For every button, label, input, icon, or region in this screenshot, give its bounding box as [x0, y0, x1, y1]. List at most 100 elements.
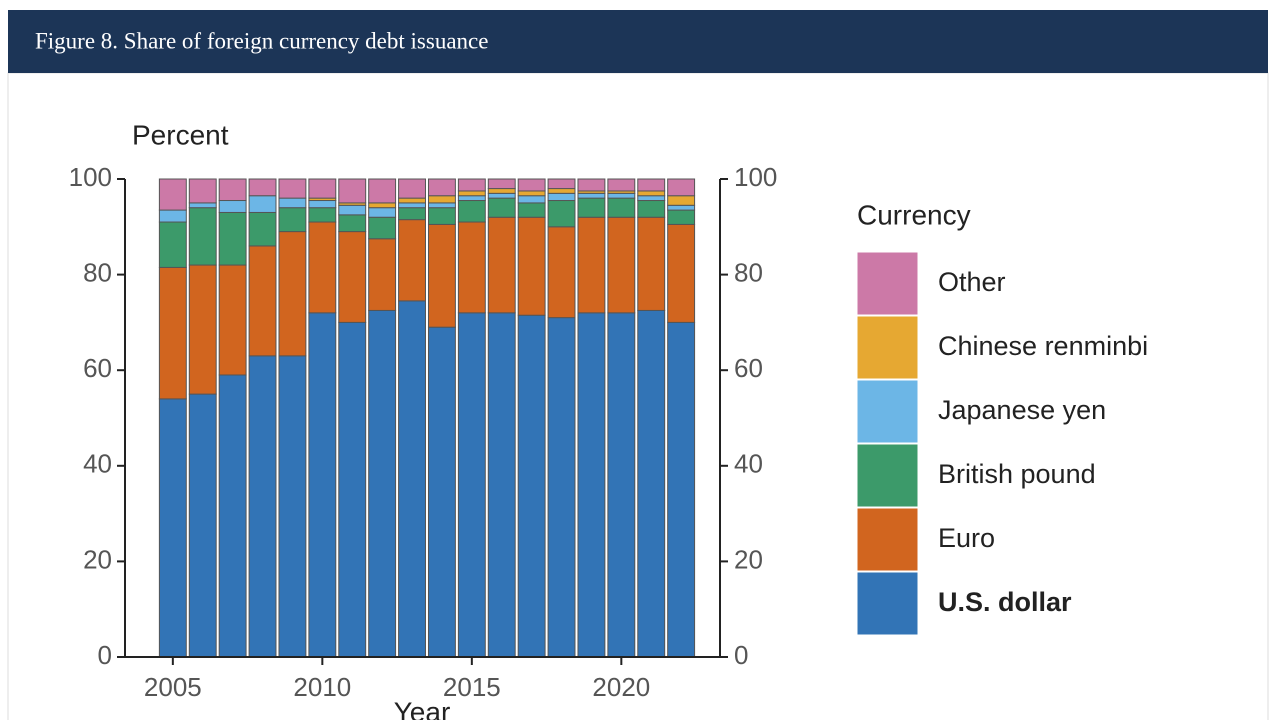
- bar-segment: [188, 264, 217, 395]
- legend-label: U.S. dollar: [938, 587, 1072, 617]
- bar-segment: [577, 312, 606, 658]
- bar-segment: [667, 204, 696, 211]
- y-tick-label: 40: [83, 449, 112, 479]
- bar-segment: [607, 216, 636, 314]
- bar-segment: [637, 178, 666, 192]
- x-tick-label: 2015: [443, 672, 501, 702]
- bar-segment: [457, 312, 486, 658]
- y-tick-label: 0: [98, 640, 112, 670]
- bar-segment: [188, 207, 217, 266]
- bar-segment: [577, 216, 606, 314]
- bar-segment: [308, 207, 337, 223]
- y2-tick-label: 60: [734, 353, 763, 383]
- bar-segment: [368, 207, 397, 218]
- bar-segment: [517, 190, 546, 197]
- legend-swatch: [856, 251, 919, 316]
- bar-segment: [607, 178, 636, 192]
- bar-segment: [457, 190, 486, 197]
- bar-segment: [278, 355, 307, 658]
- legend-label: British pound: [938, 459, 1096, 489]
- bar-segment: [487, 216, 516, 314]
- bar-segment: [667, 223, 696, 323]
- bar-segment: [338, 321, 367, 658]
- bar-segment: [158, 209, 187, 223]
- bar-segment: [577, 197, 606, 218]
- bar-segment: [607, 197, 636, 218]
- bar-segment: [577, 178, 606, 192]
- bar-segment: [487, 197, 516, 218]
- bar-segment: [368, 216, 397, 240]
- bar-segment: [667, 195, 696, 206]
- bar-segment: [517, 195, 546, 204]
- bar-segment: [188, 393, 217, 658]
- y2-tick-label: 80: [734, 257, 763, 287]
- bar-segment: [248, 178, 277, 197]
- header-title: Figure 8. Share of foreign currency debt…: [35, 28, 488, 53]
- bar-segment: [368, 309, 397, 658]
- bar-segment: [368, 178, 397, 204]
- bar-segment: [517, 216, 546, 316]
- bar-segment: [338, 214, 367, 233]
- bar-segment: [427, 202, 456, 209]
- bar-segment: [427, 223, 456, 328]
- bar-segment: [248, 195, 277, 213]
- bar-segment: [158, 398, 187, 658]
- legend-label: Chinese renminbi: [938, 331, 1148, 361]
- y-tick-label: 80: [83, 257, 112, 287]
- bar-segment: [637, 309, 666, 658]
- y2-tick-label: 100: [734, 162, 777, 192]
- bar-segment: [218, 211, 247, 266]
- bar-segment: [278, 231, 307, 357]
- bar-segment: [158, 221, 187, 268]
- bar-segment: [547, 178, 576, 190]
- bar-segment: [607, 312, 636, 658]
- legend-label: Japanese yen: [938, 395, 1106, 425]
- bar-segment: [218, 374, 247, 658]
- bar-segment: [667, 321, 696, 658]
- y-axis-label: Percent: [132, 119, 229, 150]
- bar-segment: [517, 314, 546, 658]
- bar-segment: [487, 312, 516, 658]
- bar-segment: [398, 202, 426, 209]
- bar-segment: [218, 200, 247, 213]
- bar-segment: [308, 221, 337, 314]
- bar-segment: [487, 188, 516, 194]
- bar-segment: [487, 178, 516, 190]
- bar-segment: [398, 178, 426, 199]
- x-axis-label: Year: [394, 696, 451, 720]
- bar-segment: [188, 202, 217, 209]
- bar-segment: [398, 300, 426, 658]
- bar-segment: [517, 178, 546, 192]
- y-tick-label: 20: [83, 544, 112, 574]
- bar-segment: [427, 178, 456, 197]
- bar-segment: [158, 178, 187, 211]
- bar-segment: [218, 178, 247, 202]
- bar-segment: [427, 195, 456, 204]
- bar-segment: [338, 231, 367, 323]
- legend-title: Currency: [857, 199, 971, 230]
- bar-segment: [308, 178, 337, 199]
- y2-tick-label: 40: [734, 449, 763, 479]
- bar-segment: [577, 192, 606, 199]
- bar-segment: [218, 264, 247, 376]
- bar-segment: [368, 202, 397, 209]
- bar-segment: [637, 216, 666, 311]
- bar-segment: [398, 207, 426, 221]
- bar-segment: [398, 197, 426, 204]
- y2-tick-label: 20: [734, 544, 763, 574]
- bar-segment: [667, 178, 696, 197]
- bar-segment: [547, 317, 576, 658]
- y-tick-label: 100: [69, 162, 112, 192]
- bar-segment: [338, 204, 367, 216]
- legend-swatch: [856, 571, 919, 636]
- header-bar: [8, 10, 1268, 73]
- x-tick-label: 2010: [293, 672, 351, 702]
- bar-segment: [248, 355, 277, 658]
- legend-label: Euro: [938, 523, 995, 553]
- bar-segment: [487, 192, 516, 199]
- legend-label: Other: [938, 267, 1006, 297]
- legend-swatch: [856, 507, 919, 572]
- bar-segment: [457, 178, 486, 192]
- bar-segment: [278, 178, 307, 199]
